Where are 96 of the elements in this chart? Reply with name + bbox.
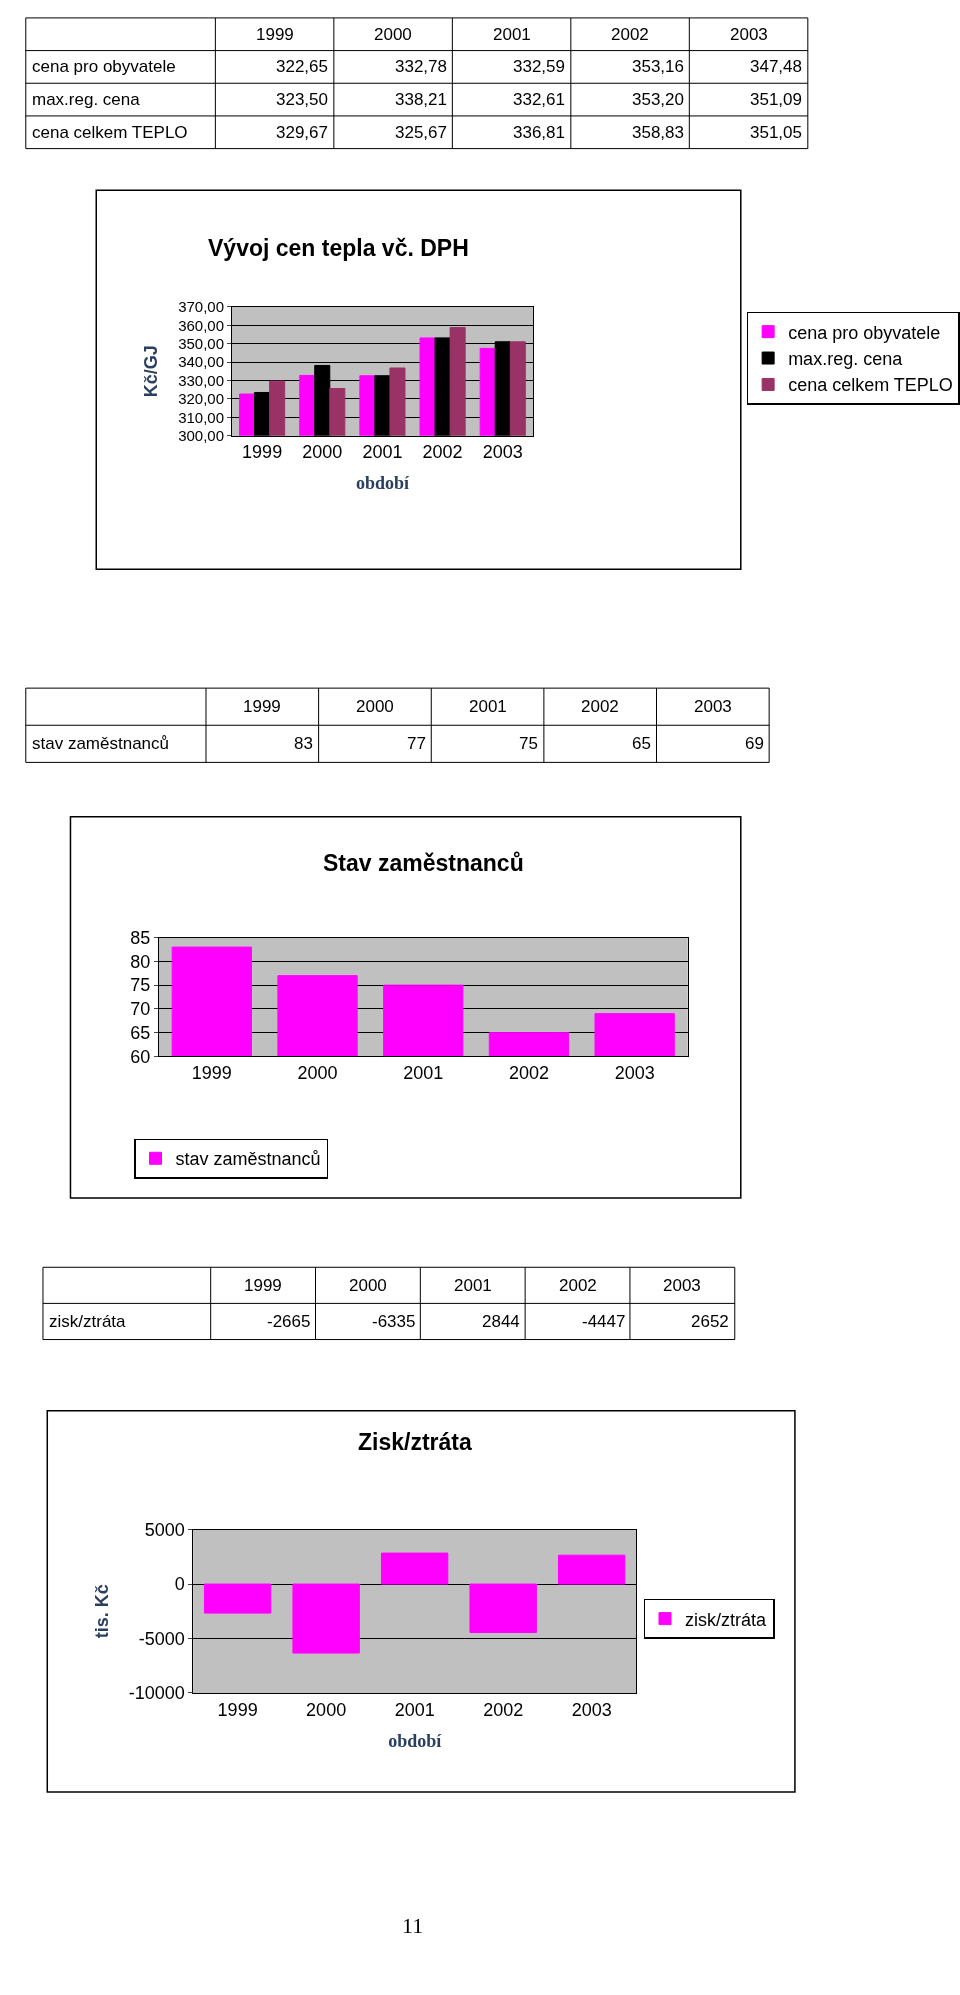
y-tick-label: 85 <box>130 927 151 948</box>
text: 332,78 <box>395 57 447 76</box>
y-tick-label: 340,00 <box>178 353 225 371</box>
x-tick-label: 2002 <box>508 1063 549 1083</box>
legend-label: zisk/ztráta <box>685 1609 768 1630</box>
text: 2844 <box>482 1312 520 1331</box>
x-tick-label: 2001 <box>394 1699 435 1720</box>
x-tick-label: 1999 <box>191 1063 232 1083</box>
y-tick-label: 75 <box>130 975 151 996</box>
x-tick-label: 2000 <box>306 1699 347 1720</box>
text: 353,16 <box>632 57 684 76</box>
y-tick-label: 60 <box>130 1046 151 1067</box>
text: 69 <box>745 734 764 753</box>
legend-label: cena celkem TEPLO <box>788 375 953 396</box>
text: 83 <box>294 734 313 753</box>
y-tick-label: 320,00 <box>178 390 225 408</box>
category-label: 2002 <box>611 25 649 44</box>
x-tick-label: 1999 <box>217 1699 258 1720</box>
text: -4447 <box>582 1312 626 1331</box>
x-tick-label: 1999 <box>242 442 283 463</box>
chart-title: Zisk/ztráta <box>358 1429 472 1455</box>
category-label: 2001 <box>469 697 507 716</box>
y-axis-title: tis. Kč <box>91 1584 112 1639</box>
text: 336,81 <box>513 123 565 142</box>
text: 338,21 <box>395 90 447 109</box>
text: 322,65 <box>276 57 328 76</box>
y-tick-label: -5000 <box>138 1628 185 1649</box>
category-label: 2001 <box>493 25 531 44</box>
category-label: 1999 <box>244 1276 282 1295</box>
text: 358,83 <box>632 123 684 142</box>
category-label: 2003 <box>663 1276 701 1295</box>
category-label: 1999 <box>243 697 281 716</box>
y-tick-label: 70 <box>130 999 151 1020</box>
text: 65 <box>632 734 651 753</box>
category-label: 2000 <box>374 25 412 44</box>
category-label: 2000 <box>356 697 394 716</box>
bar <box>469 1583 537 1633</box>
y-tick-label: 300,00 <box>178 426 225 444</box>
y-tick-label: 360,00 <box>178 316 225 334</box>
text: 329,67 <box>276 123 328 142</box>
x-tick-label: 2001 <box>403 1063 444 1083</box>
text: stav zaměstnanců <box>32 734 170 753</box>
y-tick-label: 80 <box>130 951 151 972</box>
text: 323,50 <box>276 90 328 109</box>
x-tick-label: 2003 <box>571 1699 612 1720</box>
text: 332,61 <box>513 90 565 109</box>
y-tick-label: 350,00 <box>178 335 225 353</box>
legend-label: cena pro obyvatele <box>788 322 941 343</box>
y-tick-label: 0 <box>174 1574 185 1595</box>
text: max.reg. cena <box>32 90 140 109</box>
text: 77 <box>407 734 426 753</box>
chart-title: Stav zaměstnanců <box>323 850 524 876</box>
text: zisk/ztráta <box>49 1312 126 1331</box>
category-label: 2001 <box>454 1276 492 1295</box>
category-label: 1999 <box>256 25 294 44</box>
category-label: 2003 <box>730 25 768 44</box>
bar <box>380 1552 449 1585</box>
x-axis-title: období <box>355 473 410 494</box>
y-tick-label: -10000 <box>128 1683 185 1704</box>
category-label: 2000 <box>349 1276 387 1295</box>
legend-label: stav zaměstnanců <box>175 1149 321 1170</box>
x-tick-label: 2002 <box>422 442 463 463</box>
text: 11 <box>402 1913 424 1938</box>
y-tick-label: 5000 <box>144 1519 185 1540</box>
text: cena celkem TEPLO <box>32 123 188 142</box>
y-tick-label: 65 <box>130 1022 151 1043</box>
y-tick-label: 370,00 <box>178 298 225 316</box>
text: 2652 <box>691 1312 729 1331</box>
text: -6335 <box>372 1312 416 1331</box>
text: 325,67 <box>395 123 447 142</box>
x-tick-label: 2002 <box>483 1699 524 1720</box>
legend-label: max.reg. cena <box>788 349 904 370</box>
y-axis-title: Kč/GJ <box>141 345 162 398</box>
text: -2665 <box>267 1312 311 1331</box>
text: 351,09 <box>750 90 802 109</box>
y-tick-label: 310,00 <box>178 408 225 426</box>
bar <box>557 1554 626 1585</box>
y-tick-label: 330,00 <box>178 371 225 389</box>
chart-title: Vývoj cen tepla vč. DPH <box>208 235 469 261</box>
text: 353,20 <box>632 90 684 109</box>
bar <box>292 1583 360 1654</box>
text: 75 <box>519 734 538 753</box>
category-label: 2003 <box>694 697 732 716</box>
text: 332,59 <box>513 57 565 76</box>
text: 351,05 <box>750 123 802 142</box>
category-label: 2002 <box>581 697 619 716</box>
x-tick-label: 2003 <box>482 442 523 463</box>
bar <box>203 1583 272 1614</box>
text: cena pro obyvatele <box>32 57 176 76</box>
x-tick-label: 2000 <box>302 442 343 463</box>
text: 347,48 <box>750 57 802 76</box>
category-label: 2002 <box>559 1276 597 1295</box>
x-tick-label: 2001 <box>362 442 403 463</box>
x-tick-label: 2000 <box>297 1063 338 1083</box>
x-axis-title: období <box>388 1730 443 1751</box>
x-tick-label: 2003 <box>614 1063 655 1083</box>
